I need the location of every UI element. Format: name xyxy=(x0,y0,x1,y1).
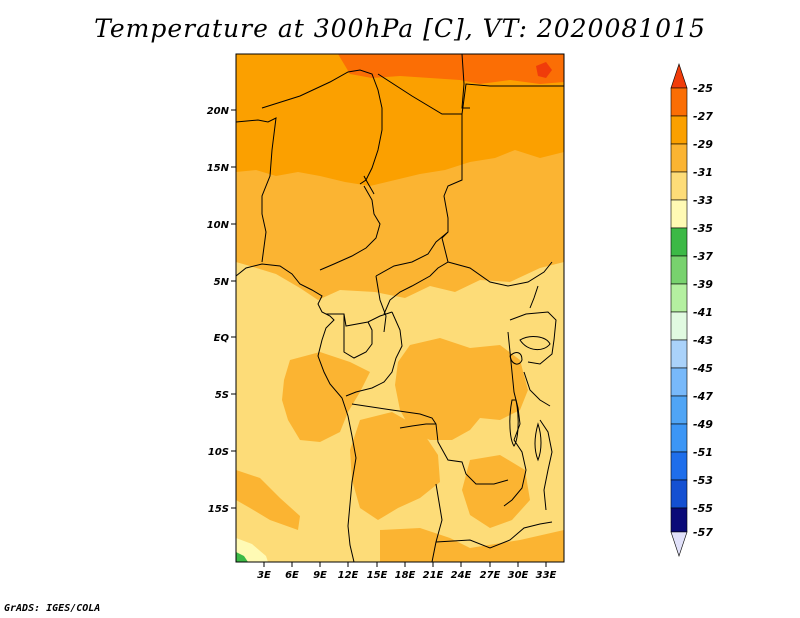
legend-label: -25 xyxy=(693,82,713,95)
legend-swatch xyxy=(670,143,688,173)
lon-label: 30E xyxy=(508,570,529,581)
lakes xyxy=(363,175,551,462)
lon-label: 9E xyxy=(313,570,327,581)
field-band-above-25 xyxy=(536,62,552,78)
field-band-37-35 xyxy=(236,552,248,562)
field-band-29-27 xyxy=(236,54,564,186)
legend-label: -33 xyxy=(693,194,713,207)
field-band-31-29-bottom xyxy=(380,528,564,562)
grads-credit: GrADS: IGES/COLA xyxy=(4,603,101,614)
legend-swatch xyxy=(670,87,688,117)
lon-label: 33E xyxy=(536,570,557,581)
country-borders xyxy=(236,54,564,562)
lat-label: 5N xyxy=(214,277,230,288)
legend-swatch xyxy=(670,115,688,145)
legend-swatch xyxy=(670,367,688,397)
legend-swatch xyxy=(670,451,688,481)
legend-swatch xyxy=(670,423,688,453)
legend-swatch xyxy=(670,395,688,425)
legend-label: -37 xyxy=(693,250,713,263)
lat-label: EQ xyxy=(214,333,230,344)
legend-label: -31 xyxy=(693,166,713,179)
field-band-31-29-southwest xyxy=(236,470,300,530)
legend-swatch xyxy=(670,171,688,201)
lon-axis xyxy=(263,562,547,567)
legend-swatch xyxy=(670,283,688,313)
legend-swatch xyxy=(670,479,688,509)
field-band-27-25 xyxy=(338,54,564,84)
lat-label: 15N xyxy=(207,163,230,174)
lon-label: 21E xyxy=(423,570,444,581)
lon-label: 3E xyxy=(257,570,271,581)
lon-label: 12E xyxy=(338,570,359,581)
lat-label: 10N xyxy=(207,220,230,231)
lat-label: 5S xyxy=(215,390,229,401)
lon-label: 15E xyxy=(367,570,388,581)
legend-label: -45 xyxy=(693,362,713,375)
legend-label: -43 xyxy=(693,334,713,347)
legend-label: -41 xyxy=(693,306,713,319)
legend-arrow-top xyxy=(670,63,688,89)
field-band-31-29-west xyxy=(282,352,370,442)
color-legend xyxy=(670,63,688,557)
field-band-31-29-central xyxy=(395,338,528,440)
legend-arrow-bottom xyxy=(670,531,688,557)
lat-label: 10S xyxy=(208,447,229,458)
legend-label: -51 xyxy=(693,446,713,459)
legend-label: -35 xyxy=(693,222,713,235)
legend-label: -39 xyxy=(693,278,713,291)
map-frame xyxy=(235,53,565,563)
legend-label: -29 xyxy=(693,138,713,151)
legend-label: -55 xyxy=(693,502,713,515)
legend-swatch xyxy=(670,339,688,369)
legend-label: -47 xyxy=(693,390,713,403)
legend-swatch xyxy=(670,255,688,285)
temperature-field xyxy=(236,54,564,562)
lat-label: 15S xyxy=(208,504,229,515)
lon-label: 18E xyxy=(395,570,416,581)
lon-label: 27E xyxy=(480,570,501,581)
legend-label: -49 xyxy=(693,418,713,431)
legend-swatch xyxy=(670,507,688,533)
legend-label: -27 xyxy=(693,110,713,123)
legend-label: -57 xyxy=(693,526,713,539)
legend-swatch xyxy=(670,311,688,341)
field-band-31-29-southeast xyxy=(462,455,530,528)
lon-label: 24E xyxy=(451,570,472,581)
lon-label: 6E xyxy=(285,570,299,581)
legend-swatch xyxy=(670,199,688,229)
lat-label: 20N xyxy=(207,106,230,117)
legend-swatch xyxy=(670,227,688,257)
lat-axis xyxy=(231,109,236,509)
legend-label: -53 xyxy=(693,474,713,487)
field-band-31-29-south xyxy=(350,412,440,520)
chart-title: Temperature at 300hPa [C], VT: 202008101… xyxy=(94,14,706,43)
